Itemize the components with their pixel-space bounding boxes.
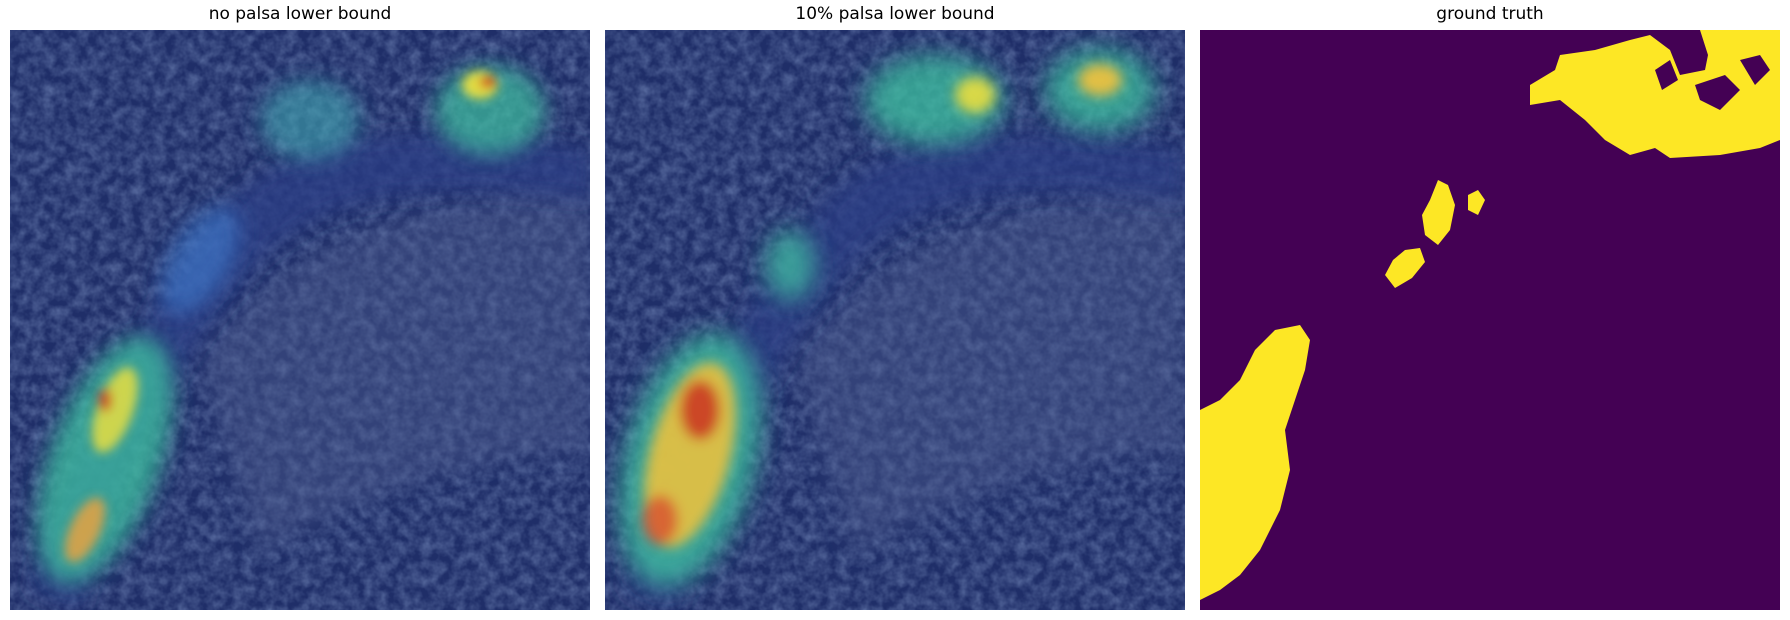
panel-title: 10% palsa lower bound bbox=[795, 4, 995, 24]
heatmap-overlay-image bbox=[10, 30, 590, 610]
panel-10-percent-palsa-lower-bound: 10% palsa lower bound bbox=[605, 0, 1185, 620]
panel-title: ground truth bbox=[1436, 4, 1544, 24]
heatmap-overlay-image bbox=[605, 30, 1185, 610]
panel-no-palsa-lower-bound: no palsa lower bound bbox=[10, 0, 590, 620]
panel-title: no palsa lower bound bbox=[208, 4, 392, 24]
ground-truth-mask-image bbox=[1200, 30, 1780, 610]
panel-ground-truth: ground truth bbox=[1200, 0, 1780, 620]
